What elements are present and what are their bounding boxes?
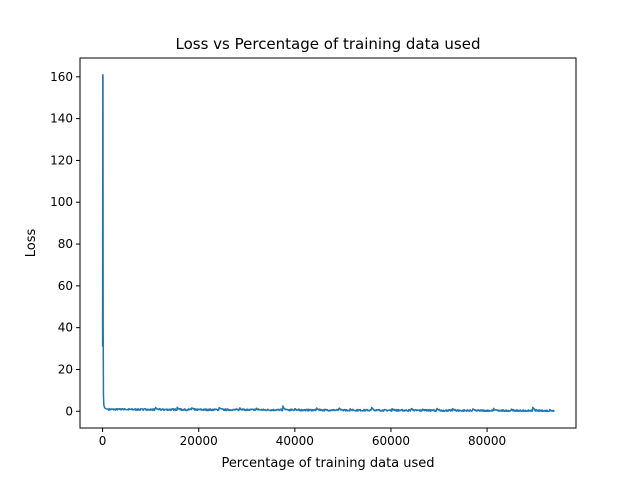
x-tick-label: 40000 (276, 434, 314, 448)
y-tick-label: 100 (50, 195, 73, 209)
y-axis-label: Loss (24, 229, 39, 258)
y-tick-label: 80 (58, 237, 73, 251)
x-tick-label: 20000 (180, 434, 218, 448)
x-tick-label: 80000 (468, 434, 506, 448)
x-tick-label: 60000 (372, 434, 410, 448)
plot-layer (101, 73, 555, 413)
x-axis-ticks: 0 20000 40000 60000 80000 (99, 428, 506, 448)
y-tick-label: 140 (50, 112, 73, 126)
y-tick-label: 60 (58, 279, 73, 293)
loss-series-line (101, 73, 555, 413)
chart-title: Loss vs Percentage of training data used (175, 35, 480, 53)
y-axis-ticks: 0 20 40 60 80 100 120 140 160 (50, 70, 80, 418)
y-tick-label: 40 (58, 321, 73, 335)
y-tick-label: 160 (50, 70, 73, 84)
x-tick-label: 0 (99, 434, 107, 448)
axes-frame (79, 57, 577, 429)
y-tick-label: 20 (58, 362, 73, 376)
y-tick-label: 0 (65, 404, 73, 418)
y-tick-label: 120 (50, 153, 73, 167)
x-axis-label: Percentage of training data used (221, 456, 434, 471)
